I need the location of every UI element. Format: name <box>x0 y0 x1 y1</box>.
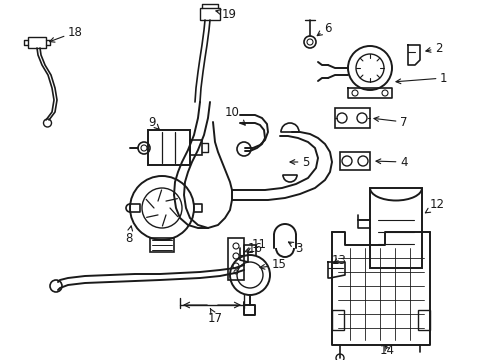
Bar <box>331 310 343 330</box>
Text: 19: 19 <box>216 8 237 21</box>
Bar <box>417 310 429 330</box>
Text: 3: 3 <box>288 242 302 255</box>
Text: 16: 16 <box>244 242 263 255</box>
Bar <box>334 108 369 128</box>
Bar <box>150 238 174 252</box>
Text: 11: 11 <box>247 238 266 253</box>
Text: 17: 17 <box>207 309 223 324</box>
Bar <box>227 238 244 280</box>
Bar <box>148 130 190 165</box>
Text: 5: 5 <box>289 156 309 168</box>
Text: 6: 6 <box>317 22 331 36</box>
Text: 12: 12 <box>425 198 444 213</box>
Text: 2: 2 <box>425 41 442 54</box>
Text: 10: 10 <box>224 105 244 125</box>
Text: 4: 4 <box>375 156 407 168</box>
Text: 8: 8 <box>125 226 132 244</box>
Text: 18: 18 <box>50 26 82 42</box>
Text: 14: 14 <box>379 343 394 356</box>
Bar <box>339 152 369 170</box>
Bar <box>369 188 421 268</box>
Bar <box>190 140 202 155</box>
Text: 15: 15 <box>260 258 286 271</box>
Text: 1: 1 <box>395 72 447 85</box>
Text: 7: 7 <box>373 116 407 129</box>
Text: 13: 13 <box>331 253 346 266</box>
Text: 9: 9 <box>148 116 159 130</box>
Bar <box>28 37 46 48</box>
Bar <box>200 8 220 20</box>
